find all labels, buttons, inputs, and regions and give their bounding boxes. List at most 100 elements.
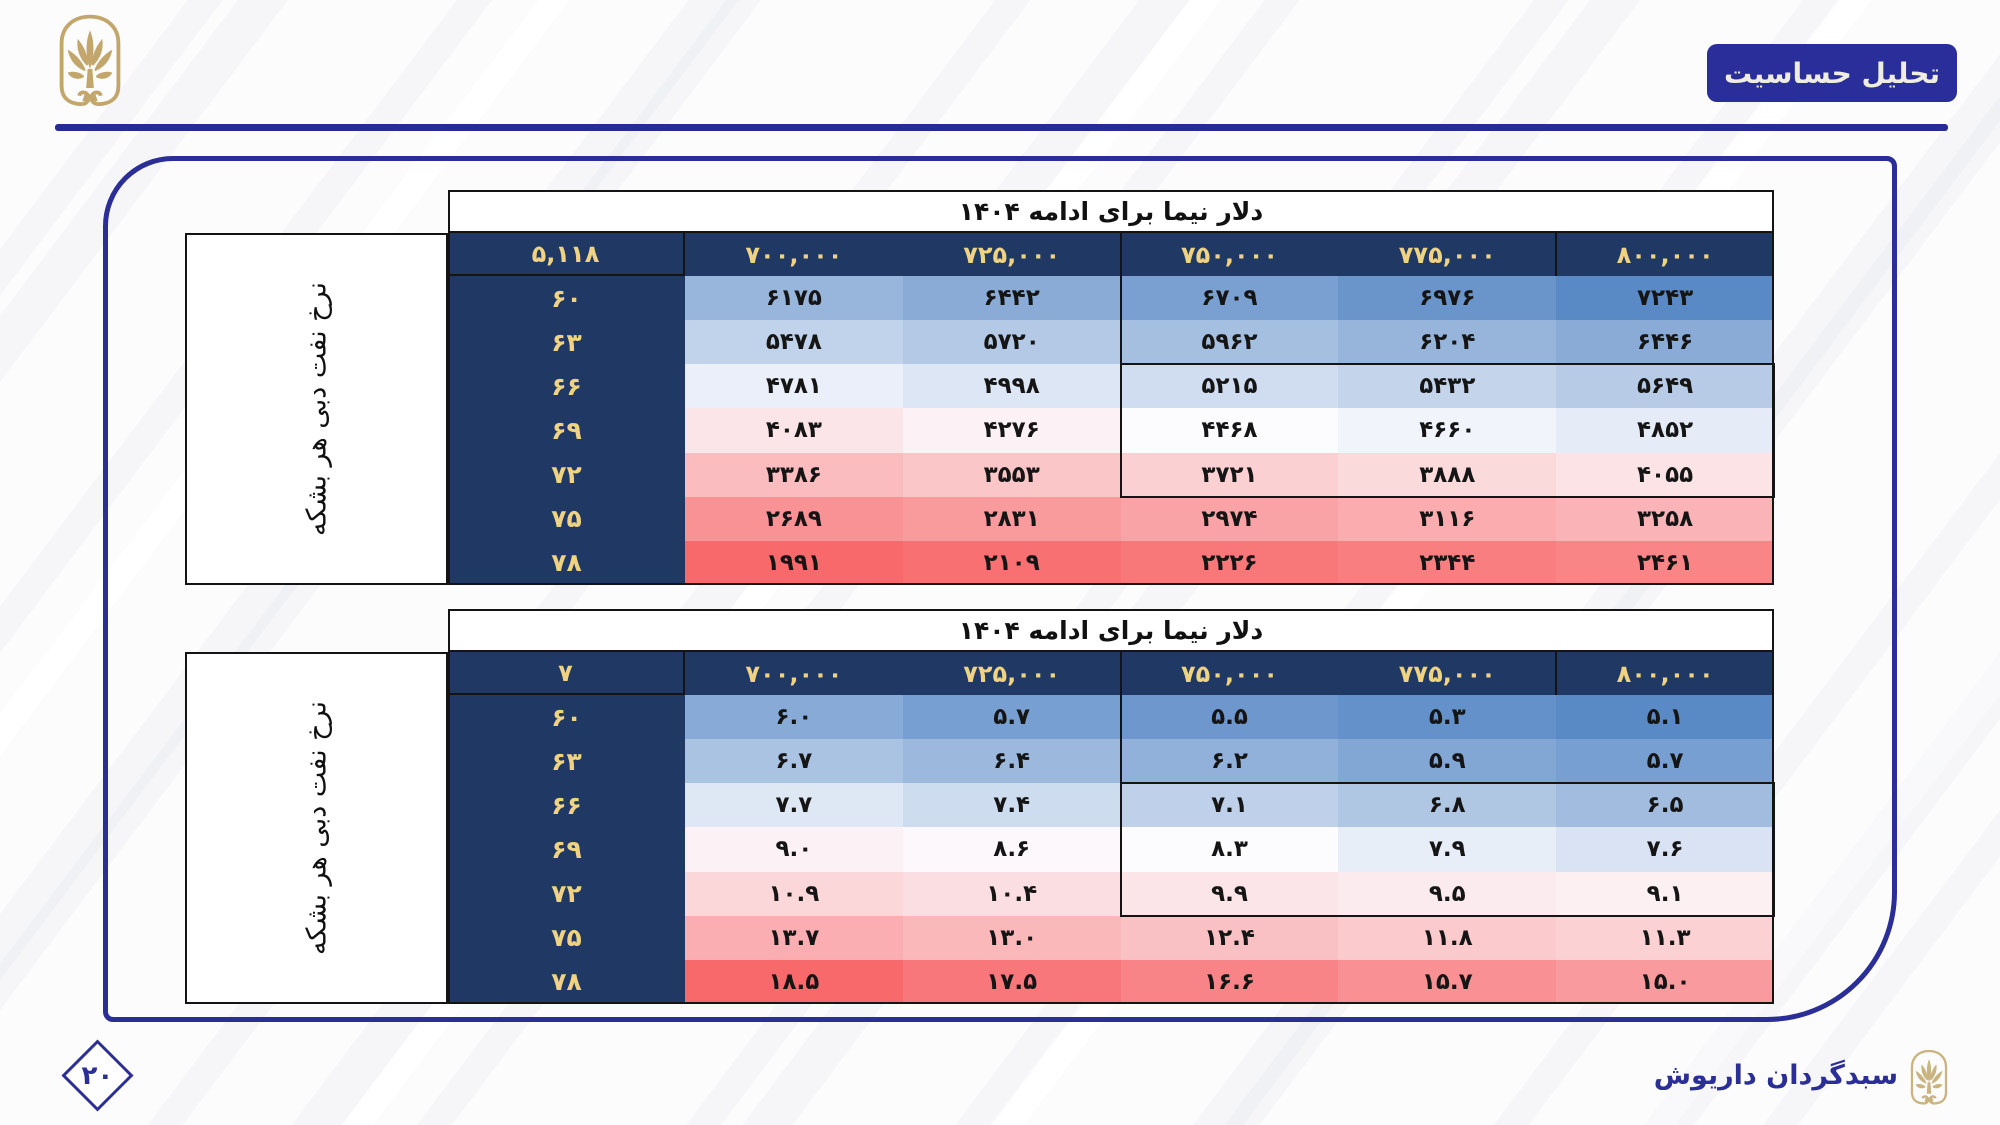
heat-cell: ۴۷۸۱ [685, 364, 903, 409]
heat-cell: ۶.۷ [685, 739, 903, 784]
heat-cell: ۴۸۵۲ [1556, 408, 1774, 453]
heat-cell: ۱۱.۳ [1556, 915, 1774, 960]
row-header: ۶۳ [551, 327, 582, 357]
heat-cell: ۳۱۱۶ [1338, 496, 1557, 541]
heat-cell: ۷.۷ [685, 783, 903, 828]
row-header: ۶۰ [551, 283, 582, 313]
heat-cell: ۶.۵ [1556, 783, 1774, 828]
y-axis-cell: نرخ نفت دبی هر بشکه [185, 233, 448, 585]
heat-cell: ۹.۰ [685, 827, 903, 872]
column-header: ۷۲۵,۰۰۰ [963, 659, 1061, 688]
heat-cell: ۲۱۰۹ [902, 540, 1121, 585]
heat-cell: ۲۴۶۱ [1556, 540, 1774, 585]
column-header: ۸۰۰,۰۰۰ [1616, 240, 1714, 269]
table-title: دلار نیما برای ادامه ۱۴۰۴ [448, 609, 1774, 652]
row-header: ۷۸ [551, 967, 582, 997]
heatmap-grid: ۶۱۷۵ ۶۴۴۲ ۶۷۰۹ ۶۹۷۶ ۷۲۴۳ ۵۴۷۸ ۵۷۲۰ ۵۹۶۲ ۶۲۰۴ ۶۴۴۶… [685, 276, 1774, 585]
heat-cell: ۵۹۶۲ [1120, 320, 1339, 365]
heat-cell: ۱۶.۶ [1120, 959, 1339, 1004]
heat-cell: ۴۰۸۳ [685, 408, 903, 453]
column-header: ۷۵۰,۰۰۰ [1180, 240, 1278, 269]
y-axis-label: نرخ نفت دبی هر بشکه [301, 700, 332, 956]
heat-cell: ۸.۳ [1120, 827, 1339, 872]
heat-cell: ۱۱.۸ [1338, 915, 1557, 960]
heat-cell: ۳۳۸۶ [685, 452, 903, 497]
table-title: دلار نیما برای ادامه ۱۴۰۴ [448, 190, 1774, 233]
row-headers: ۶۰ ۶۳ ۶۶ ۶۹ ۷۲ ۷۵ ۷۸ [448, 695, 685, 1004]
row-header: ۶۶ [551, 371, 582, 401]
column-headers: ۷۰۰,۰۰۰ ۷۲۵,۰۰۰ ۷۵۰,۰۰۰ ۷۷۵,۰۰۰ ۸۰۰,۰۰۰ [685, 652, 1774, 695]
heat-cell: ۱۸.۵ [685, 959, 903, 1004]
heat-cell: ۱۳.۰ [902, 915, 1121, 960]
heat-cell: ۲۸۳۱ [902, 496, 1121, 541]
heat-cell: ۳۸۸۸ [1338, 452, 1557, 497]
dariush-logo-icon [59, 14, 121, 107]
heat-cell: ۵.۵ [1120, 695, 1339, 740]
table-header-row: ۷ ۷۰۰,۰۰۰ ۷۲۵,۰۰۰ ۷۵۰,۰۰۰ ۷۷۵,۰۰۰ ۸۰۰,۰۰۰ [448, 652, 1774, 695]
heat-cell: ۵.۷ [1556, 739, 1774, 784]
heat-cell: ۶۱۷۵ [685, 276, 903, 321]
heat-cell: ۹.۹ [1120, 871, 1339, 916]
heat-cell: ۵۲۱۵ [1120, 364, 1339, 409]
heat-cell: ۶۴۴۲ [902, 276, 1121, 321]
heat-cell: ۵.۱ [1556, 695, 1774, 740]
heat-cell: ۴۶۶۰ [1338, 408, 1557, 453]
heat-cell: ۲۶۸۹ [685, 496, 903, 541]
heat-cell: ۸.۶ [902, 827, 1121, 872]
heatmap-grid: ۶.۰ ۵.۷ ۵.۵ ۵.۳ ۵.۱ ۶.۷ ۶.۴ ۶.۲ ۵.۹ ۵.۷ ۷.۷ ۷.۴ ۷.۱ ۶… [685, 695, 1774, 1004]
y-axis-cell: نرخ نفت دبی هر بشکه [185, 652, 448, 1004]
heat-cell: ۵.۳ [1338, 695, 1557, 740]
heat-cell: ۷.۶ [1556, 827, 1774, 872]
header-divider [55, 124, 1948, 131]
column-header: ۸۰۰,۰۰۰ [1616, 659, 1714, 688]
heat-cell: ۵۷۲۰ [902, 320, 1121, 365]
heat-cell: ۹.۵ [1338, 871, 1557, 916]
row-header: ۶۳ [551, 746, 582, 776]
corner-cell: ۷ [448, 652, 685, 695]
column-header: ۷۰۰,۰۰۰ [745, 240, 843, 269]
heat-cell: ۶۲۰۴ [1338, 320, 1557, 365]
heat-cell: ۶۷۰۹ [1120, 276, 1339, 321]
sensitivity-table-pe: دلار نیما برای ادامه ۱۴۰۴ نرخ نفت دبی هر… [185, 609, 1775, 1004]
heat-cell: ۹.۱ [1556, 871, 1774, 916]
heat-cell: ۴۹۹۸ [902, 364, 1121, 409]
row-header: ۶۹ [551, 834, 582, 864]
slide-title: تحلیل حساسیت [1723, 56, 1941, 90]
sensitivity-table-rial: دلار نیما برای ادامه ۱۴۰۴ نرخ نفت دبی هر… [185, 190, 1775, 585]
heat-cell: ۵.۷ [902, 695, 1121, 740]
heat-cell: ۵۴۷۸ [685, 320, 903, 365]
slide-title-badge: تحلیل حساسیت [1707, 44, 1957, 102]
heat-cell: ۲۲۲۶ [1120, 540, 1339, 585]
heat-cell: ۶۴۴۶ [1556, 320, 1774, 365]
page-number: ۲۰ [81, 1060, 114, 1091]
heat-cell: ۵۶۴۹ [1556, 364, 1774, 409]
heat-cell: ۵۴۳۲ [1338, 364, 1557, 409]
row-header: ۷۵ [551, 504, 582, 534]
heat-cell: ۳۷۲۱ [1120, 452, 1339, 497]
heat-cell: ۱۲.۴ [1120, 915, 1339, 960]
heat-cell: ۱۰.۴ [902, 871, 1121, 916]
row-header: ۷۲ [551, 460, 582, 490]
row-headers: ۶۰ ۶۳ ۶۶ ۶۹ ۷۲ ۷۵ ۷۸ [448, 276, 685, 585]
heat-cell: ۳۲۵۸ [1556, 496, 1774, 541]
page-number-badge: ۲۰ [61, 1039, 134, 1112]
row-header: ۶۹ [551, 415, 582, 445]
heat-cell: ۱۵.۷ [1338, 959, 1557, 1004]
heat-cell: ۷.۹ [1338, 827, 1557, 872]
heat-cell: ۵.۹ [1338, 739, 1557, 784]
content-frame [103, 156, 1897, 1022]
column-headers: ۷۰۰,۰۰۰ ۷۲۵,۰۰۰ ۷۵۰,۰۰۰ ۷۷۵,۰۰۰ ۸۰۰,۰۰۰ [685, 233, 1774, 276]
heat-cell: ۱۳.۷ [685, 915, 903, 960]
heat-cell: ۶.۸ [1338, 783, 1557, 828]
row-header: ۷۵ [551, 923, 582, 953]
heat-cell: ۲۹۷۴ [1120, 496, 1339, 541]
table-header-row: ۵,۱۱۸ ۷۰۰,۰۰۰ ۷۲۵,۰۰۰ ۷۵۰,۰۰۰ ۷۷۵,۰۰۰ ۸۰۰,۰۰… [448, 233, 1774, 276]
y-axis-label: نرخ نفت دبی هر بشکه [301, 281, 332, 537]
heat-cell: ۶.۲ [1120, 739, 1339, 784]
heat-cell: ۶.۴ [902, 739, 1121, 784]
heat-cell: ۳۵۵۳ [902, 452, 1121, 497]
heat-cell: ۴۰۵۵ [1556, 452, 1774, 497]
heat-cell: ۱۹۹۱ [685, 540, 903, 585]
column-header: ۷۷۵,۰۰۰ [1398, 240, 1496, 269]
